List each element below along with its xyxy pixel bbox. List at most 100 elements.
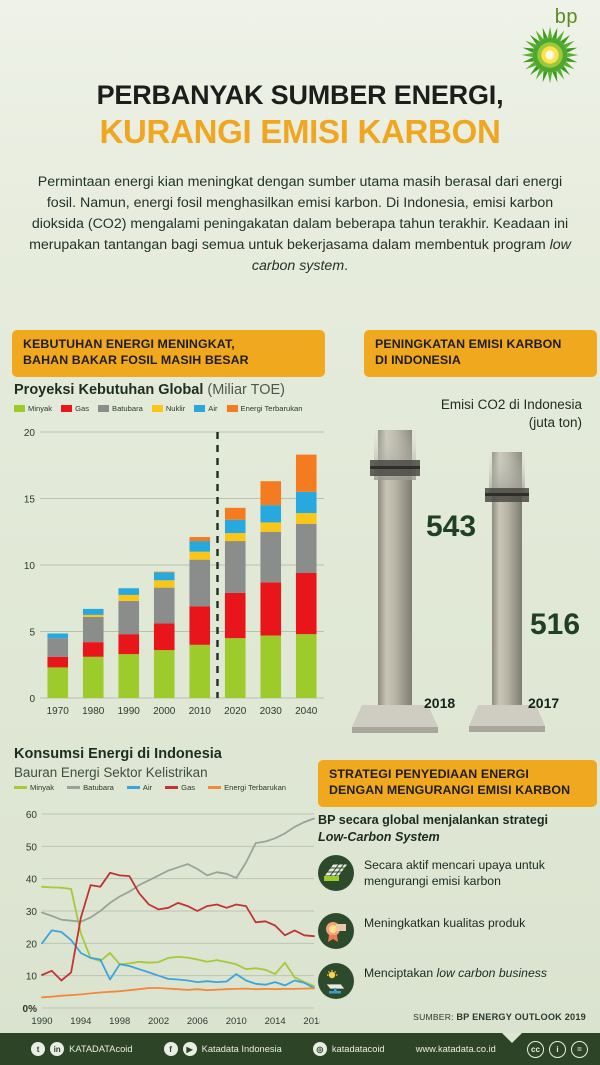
legend-label: Gas bbox=[181, 783, 196, 792]
svg-text:20: 20 bbox=[26, 939, 38, 950]
intro-italic: low carbon system bbox=[251, 237, 571, 275]
legend-swatch bbox=[151, 405, 163, 412]
no-derivatives-icon: = bbox=[570, 1040, 588, 1058]
bar-segment bbox=[82, 656, 104, 698]
legend-item-nuklir: Nuklir bbox=[151, 404, 186, 413]
footer-group-0[interactable]: t in KATADATAcoid bbox=[31, 1042, 133, 1056]
bar-xtick: 1980 bbox=[82, 706, 105, 717]
footer-bar: t in KATADATAcoid f ▶ Katadata Indonesia ◎ kata… bbox=[0, 1033, 600, 1065]
footer-notch bbox=[502, 1033, 522, 1043]
source-line: SUMBER: BP ENERGY OUTLOOK 2019 bbox=[413, 1012, 586, 1022]
smokestacks-svg bbox=[352, 420, 545, 733]
footer-group-2[interactable]: ◎ katadatacoid bbox=[312, 1042, 385, 1056]
legend-swatch bbox=[14, 405, 25, 412]
svg-text:20: 20 bbox=[24, 428, 36, 439]
bar-segment bbox=[82, 616, 104, 643]
bar-segment bbox=[118, 594, 140, 601]
legend-label: Nuklir bbox=[165, 404, 186, 413]
svg-text:60: 60 bbox=[26, 810, 38, 821]
line-series-minyak bbox=[41, 885, 315, 987]
bar-segment bbox=[47, 638, 69, 657]
footer-label: Katadata Indonesia bbox=[201, 1044, 282, 1054]
line-xtick: 1998 bbox=[109, 1016, 130, 1027]
stack-caption-line2: (juta ton) bbox=[528, 415, 582, 431]
bar-segment bbox=[47, 656, 69, 668]
bar-xtick: 2020 bbox=[224, 706, 247, 717]
bar-segment bbox=[224, 519, 246, 534]
stack-value-2017: 516 bbox=[530, 608, 581, 641]
bar-xtick: 2030 bbox=[260, 706, 283, 717]
section-tag-carbon-emission: PENINGKATAN EMISI KARBON DI INDONESIA bbox=[364, 330, 597, 377]
legend-item-batubara: Batubara bbox=[67, 783, 114, 792]
tag-left-line1: KEBUTUHAN ENERGI MENINGKAT, bbox=[23, 337, 235, 351]
legend-label: Energi Terbarukan bbox=[224, 783, 287, 792]
bar-xtick: 1970 bbox=[47, 706, 70, 717]
youtube-icon[interactable]: ▶ bbox=[182, 1042, 197, 1056]
legend-item-minyak: Minyak bbox=[14, 783, 54, 792]
legend-swatch bbox=[165, 786, 179, 789]
bar-segment bbox=[260, 635, 282, 698]
bp-helios-logo: bp bbox=[516, 4, 586, 84]
svg-text:10: 10 bbox=[24, 561, 36, 572]
bar-segment bbox=[260, 505, 282, 523]
stack-caption-line1: Emisi CO2 di Indonesia bbox=[440, 397, 582, 412]
footer-group-1[interactable]: f ▶ Katadata Indonesia bbox=[163, 1042, 282, 1056]
bar-segment bbox=[118, 634, 140, 655]
tag-strategy-line1: STRATEGI PENYEDIAAN ENERGI bbox=[329, 767, 529, 781]
line-chart-svg: 0% 10 20 30 40 50 60 1990 1994 1998 2002 2006 2010 20… bbox=[23, 810, 320, 1027]
bar-segment bbox=[224, 507, 246, 520]
instagram-icon[interactable]: ◎ bbox=[312, 1042, 327, 1056]
legend-item-batubara: Batubara bbox=[98, 404, 143, 413]
bar-segment bbox=[189, 551, 211, 560]
page-title-line2: KURANGI EMISI KARBON bbox=[99, 113, 501, 150]
bar-segment bbox=[153, 623, 175, 651]
creative-commons-icon: cc bbox=[526, 1040, 544, 1058]
strategy-lead: BP secara global menjalankan strategi Lo… bbox=[318, 812, 580, 846]
line-xtick: 2014 bbox=[265, 1016, 286, 1027]
strategy-item-3: Menciptakan low carbon business bbox=[318, 963, 586, 999]
legend-swatch bbox=[226, 405, 238, 412]
legend-swatch bbox=[67, 786, 81, 789]
stack-caption: Emisi CO2 di Indonesia (juta ton) bbox=[441, 396, 582, 432]
bar-segment bbox=[118, 600, 140, 635]
facebook-icon[interactable]: f bbox=[163, 1042, 178, 1056]
bar-segment bbox=[189, 541, 211, 552]
footer-group-3[interactable]: www.katadata.co.id bbox=[416, 1044, 496, 1054]
line-chart-plot: 0% 10 20 30 40 50 60 1990 1994 1998 2002 2006 2010 20… bbox=[14, 806, 320, 1032]
stack-year-2018: 2018 bbox=[424, 695, 456, 711]
bar-segment bbox=[295, 491, 317, 514]
strategy-item-1-text: Secara aktif mencari upaya untuk mengura… bbox=[364, 858, 545, 888]
bar-segment bbox=[118, 588, 140, 595]
linkedin-icon[interactable]: in bbox=[50, 1042, 65, 1056]
bar-chart-title-bold: Proyeksi Kebutuhan Global bbox=[14, 382, 204, 398]
page-title-line1: PERBANYAK SUMBER ENERGI, bbox=[96, 80, 504, 110]
legend-label: Air bbox=[142, 783, 153, 792]
legend-item-energi-terbarukan: Energi Terbarukan bbox=[226, 404, 302, 413]
legend-swatch bbox=[61, 405, 73, 412]
bar-segment bbox=[295, 454, 317, 492]
intro-period: . bbox=[344, 258, 349, 275]
legend-swatch bbox=[98, 405, 109, 412]
svg-text:10: 10 bbox=[26, 972, 38, 983]
legend-label: Minyak bbox=[30, 783, 55, 792]
line-chart-title: Konsumsi Energi di Indonesia bbox=[14, 746, 222, 762]
footer-cc-group: cc i = bbox=[526, 1040, 588, 1058]
twitter-icon[interactable]: t bbox=[31, 1042, 46, 1056]
legend-item-minyak: Minyak bbox=[14, 404, 52, 413]
bar-segment bbox=[224, 592, 246, 639]
strategy-item-2: Meningkatkan kualitas produk bbox=[318, 913, 586, 949]
line-xtick: 1990 bbox=[31, 1016, 52, 1027]
bar-segment bbox=[260, 531, 282, 583]
bar-segment bbox=[153, 650, 175, 698]
svg-text:15: 15 bbox=[24, 495, 36, 506]
section-tag-strategy: STRATEGI PENYEDIAAN ENERGI DENGAN MENGUR… bbox=[318, 760, 597, 807]
legend-item-gas: Gas bbox=[61, 404, 89, 413]
bar-segment bbox=[153, 580, 175, 588]
bar-chart-legend: Minyak Gas Batubara Nuklir Air Energi Terbaru… bbox=[14, 404, 334, 413]
bar-xtick: 2010 bbox=[189, 706, 212, 717]
tag-right-line1: PENINGKATAN EMISI KARBON bbox=[375, 337, 562, 351]
bar-xtick: 1990 bbox=[118, 706, 141, 717]
bar-segment bbox=[224, 541, 246, 593]
bar-segment bbox=[153, 572, 175, 581]
line-series-gas bbox=[41, 871, 315, 982]
